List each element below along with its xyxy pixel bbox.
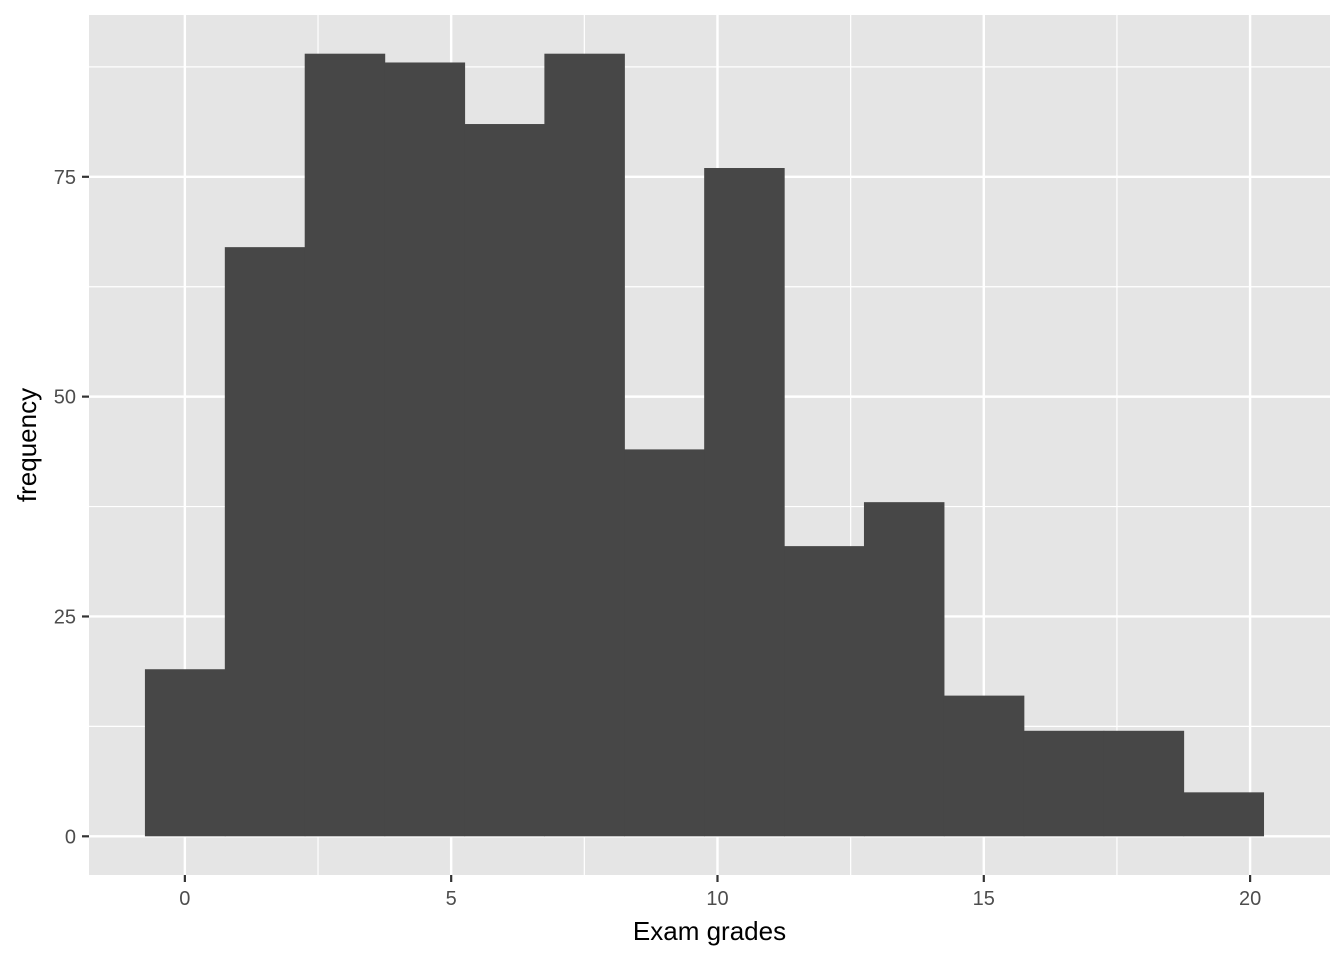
y-tick-label: 75 <box>54 167 76 189</box>
x-tick-label: 20 <box>1239 888 1261 910</box>
histogram-bar <box>304 53 386 837</box>
x-axis: 0 5 10 15 20 <box>179 875 1261 910</box>
y-tick-label: 50 <box>54 387 76 409</box>
y-tick-label: 25 <box>54 606 76 628</box>
histogram-bar <box>863 502 945 837</box>
histogram-bar <box>144 669 226 837</box>
histogram-bar <box>544 53 625 837</box>
x-tick-label: 0 <box>179 888 190 910</box>
x-tick-label: 15 <box>973 888 995 910</box>
x-tick-label: 5 <box>446 888 457 910</box>
y-axis: 0 25 50 75 <box>54 167 89 848</box>
histogram-bar <box>1103 730 1185 837</box>
histogram-bars <box>144 53 1265 837</box>
histogram-bar <box>624 449 705 837</box>
histogram-bar <box>224 247 306 837</box>
y-axis-title: frequency <box>12 388 42 502</box>
x-axis-title: Exam grades <box>633 916 786 946</box>
histogram-bar <box>384 62 466 837</box>
histogram-bar <box>704 168 785 837</box>
y-tick-label: 0 <box>65 826 76 848</box>
histogram-bar <box>464 124 545 837</box>
histogram-bar <box>1183 792 1265 837</box>
x-tick-label: 10 <box>706 888 728 910</box>
histogram-bar <box>784 546 865 837</box>
histogram-bar <box>1023 730 1105 837</box>
histogram-bar <box>943 695 1025 837</box>
